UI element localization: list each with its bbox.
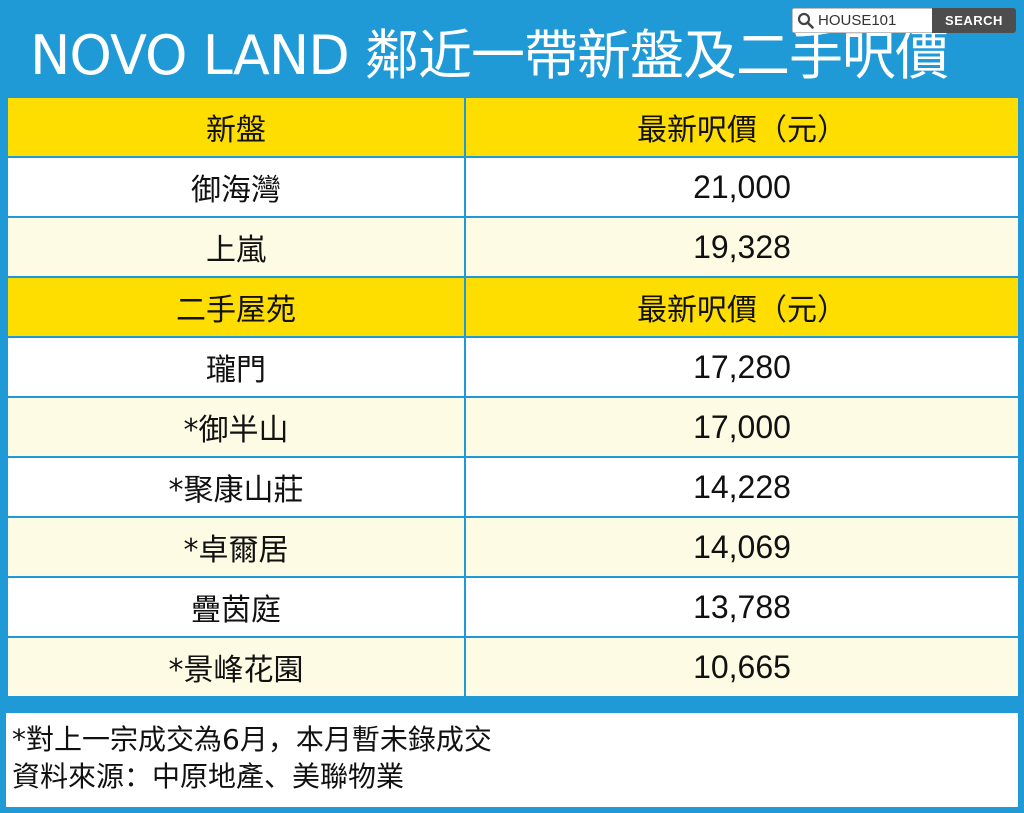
price-value: 10,665 [464,636,1020,698]
table-row: *景峰花園 10,665 [6,636,1020,698]
footnote-transaction: *對上一宗成交為6月，本月暫未錄成交 [12,723,492,756]
search-icon [797,12,814,29]
footnote-source: 資料來源：中原地產、美聯物業 [12,760,405,793]
price-value: 14,069 [464,516,1020,578]
price-value: 21,000 [464,156,1020,218]
header-cell-name: 二手屋苑 [6,276,466,338]
search-button[interactable]: SEARCH [932,8,1016,33]
search-input-text: HOUSE101 [818,12,897,29]
table-row: 疊茵庭 13,788 [6,576,1020,638]
search-widget: HOUSE101 SEARCH [792,8,1016,33]
price-value: 17,280 [464,336,1020,398]
estate-name: 瓏門 [6,336,466,398]
estate-name: 疊茵庭 [6,576,466,638]
footnotes: *對上一宗成交為6月，本月暫未錄成交 資料來源：中原地產、美聯物業 [6,713,1018,807]
price-table: 新盤 最新呎價（元） 御海灣 21,000 上嵐 19,328 二手屋苑 最新呎… [6,96,1020,698]
header-cell-name: 新盤 [6,96,466,158]
estate-name: 上嵐 [6,216,466,278]
price-value: 19,328 [464,216,1020,278]
estate-name: *卓爾居 [6,516,466,578]
table-row: 瓏門 17,280 [6,336,1020,398]
estate-name: *御半山 [6,396,466,458]
estate-name: *景峰花園 [6,636,466,698]
table-header-second: 二手屋苑 最新呎價（元） [6,276,1020,338]
price-value: 14,228 [464,456,1020,518]
header-cell-price: 最新呎價（元） [464,96,1020,158]
price-value: 13,788 [464,576,1020,638]
table-header-new: 新盤 最新呎價（元） [6,96,1020,158]
table-row: 御海灣 21,000 [6,156,1020,218]
table-row: 上嵐 19,328 [6,216,1020,278]
estate-name: 御海灣 [6,156,466,218]
search-input[interactable]: HOUSE101 [792,8,932,33]
page-title: NOVO LAND 鄰近一帶新盤及二手呎價 [30,24,949,87]
estate-name: *聚康山莊 [6,456,466,518]
table-row: *卓爾居 14,069 [6,516,1020,578]
table-row: *御半山 17,000 [6,396,1020,458]
header-cell-price: 最新呎價（元） [464,276,1020,338]
price-value: 17,000 [464,396,1020,458]
table-row: *聚康山莊 14,228 [6,456,1020,518]
